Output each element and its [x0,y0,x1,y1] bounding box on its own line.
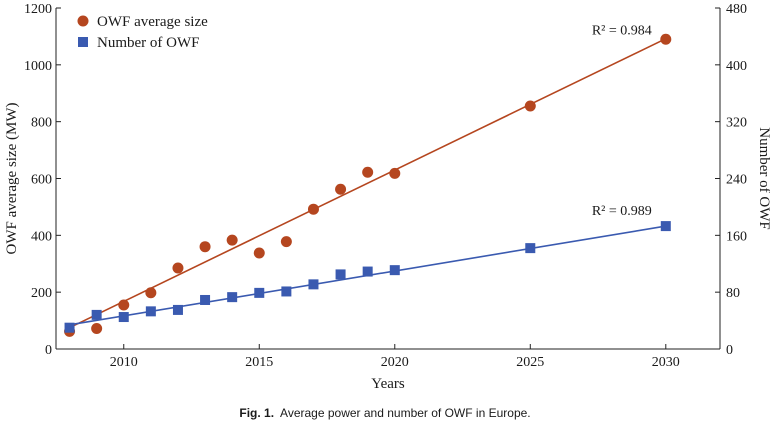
annotations: R² = 0.984 R² = 0.989 [592,24,652,219]
count-point [362,266,373,277]
x-tick-label: 2010 [110,355,138,370]
y-left-tick-label: 400 [31,229,52,244]
size-point [362,166,374,178]
y-right-tick-label: 240 [726,173,747,188]
size-point [199,241,211,253]
size-point [389,167,401,179]
legend-marker-square [78,37,88,47]
count-point [91,309,102,320]
x-tick-label: 2020 [381,355,409,370]
legend-label: Number of OWF [97,35,199,51]
size-point [91,323,103,335]
size-point [524,100,536,112]
legend: OWF average size Number of OWF [77,14,208,51]
data-marks [64,33,672,337]
trend-lines [69,37,667,329]
size-point [226,234,238,246]
caption-text: Average power and number of OWF in Europ… [280,406,531,420]
y-right-tick-label: 0 [726,343,733,358]
x-tick-label: 2025 [516,355,544,370]
size-point [172,262,184,274]
count-point [64,322,75,333]
y-right-axis-title: Number of OWF [756,127,770,229]
legend-marker-circle [77,15,89,27]
y-right-tick-label: 480 [726,2,747,17]
y-right-tick-label: 320 [726,116,747,131]
size-point [253,247,265,259]
y-left-tick-label: 600 [31,173,52,188]
r-squared-label: R² = 0.989 [592,204,652,219]
count-point [281,286,292,297]
caption-label: Fig. 1. [239,406,275,420]
count-point [118,312,129,323]
axes: 2010 2015 2020 2025 203002004006008001000120… [4,2,770,392]
count-point [389,265,400,276]
r-squared-label: R² = 0.984 [592,24,652,39]
size-point [307,203,319,215]
count-point [660,221,671,232]
count-point [200,294,211,305]
count-point [335,269,346,280]
size-point [145,287,157,299]
legend-label: OWF average size [97,14,208,30]
size-point [118,299,130,311]
count-point [308,279,319,290]
y-right-tick-label: 80 [726,286,740,301]
count-point [254,287,265,298]
size-point [660,33,672,45]
y-right-tick-label: 400 [726,59,747,74]
chart: 2010 2015 2020 2025 203002004006008001000120… [4,2,770,392]
count-point [145,306,156,317]
y-right-tick-label: 160 [726,229,747,244]
y-left-tick-label: 200 [31,286,52,301]
count-point [172,304,183,315]
size-point [335,183,347,195]
y-left-tick-label: 800 [31,116,52,131]
count-point [525,243,536,254]
x-axis-title: Years [371,376,405,392]
figure-caption: Fig. 1. Average power and number of OWF i… [0,406,770,420]
x-tick-label: 2015 [245,355,273,370]
size-point [280,236,292,248]
y-left-tick-label: 1000 [24,59,52,74]
y-left-tick-label: 1200 [24,2,52,17]
y-left-tick-label: 0 [45,343,52,358]
trend-line-size [69,37,667,329]
y-left-axis-title: OWF average size (MW) [4,102,20,254]
count-point [227,292,238,303]
x-tick-label: 2030 [652,355,680,370]
